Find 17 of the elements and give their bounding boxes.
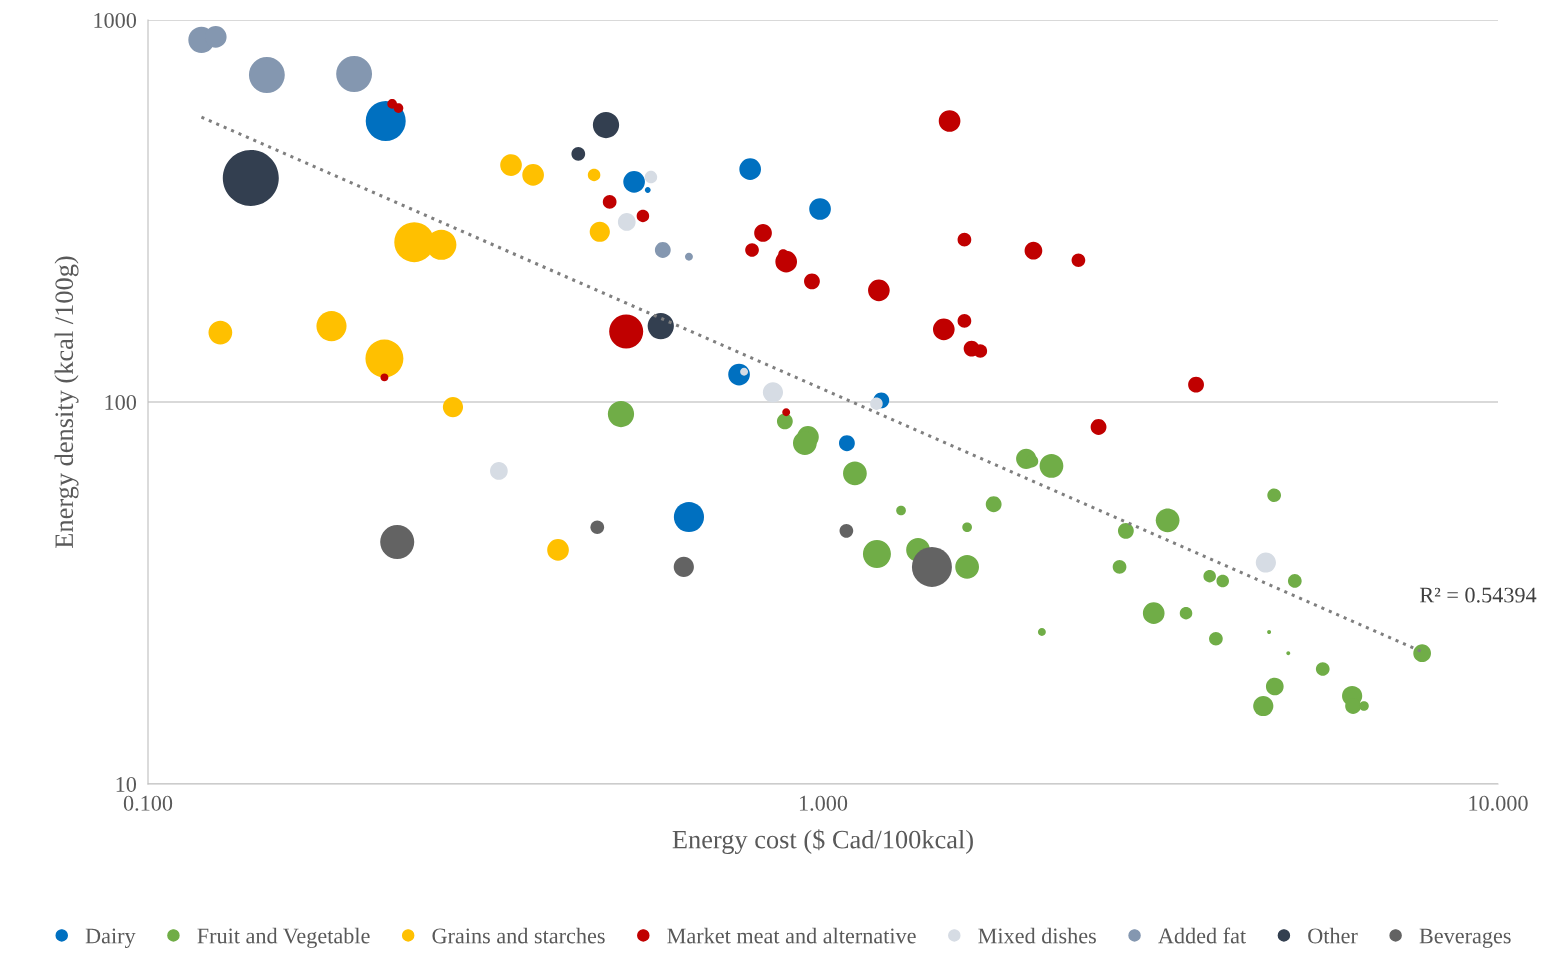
x-tick-label: 1.000: [799, 795, 848, 811]
legend-label: Beverages: [1419, 928, 1511, 948]
y-axis-title: Energy density (kcal /100g): [54, 256, 79, 548]
legend-label: Other: [1308, 927, 1358, 944]
legend-label: Fruit and Vegetable: [197, 927, 370, 948]
legend-label: Grains and starches: [432, 927, 605, 944]
legend-label: Market meat and alternative: [667, 927, 916, 944]
y-tick-label: 100: [105, 394, 137, 410]
y-tick-label: 10: [116, 776, 137, 792]
legend-label: Mixed dishes: [978, 927, 1096, 944]
x-axis-title: Energy cost ($ Cad/100kcal): [672, 829, 973, 854]
y-tick-label: 1000: [94, 12, 137, 28]
annotation: R² = 0.54394: [1419, 587, 1537, 603]
x-tick-label: 10.000: [1469, 795, 1528, 811]
legend-label: Added fat: [1158, 927, 1246, 944]
x-tick-label: 0.100: [123, 795, 173, 811]
legend-label: Dairy: [85, 928, 136, 948]
